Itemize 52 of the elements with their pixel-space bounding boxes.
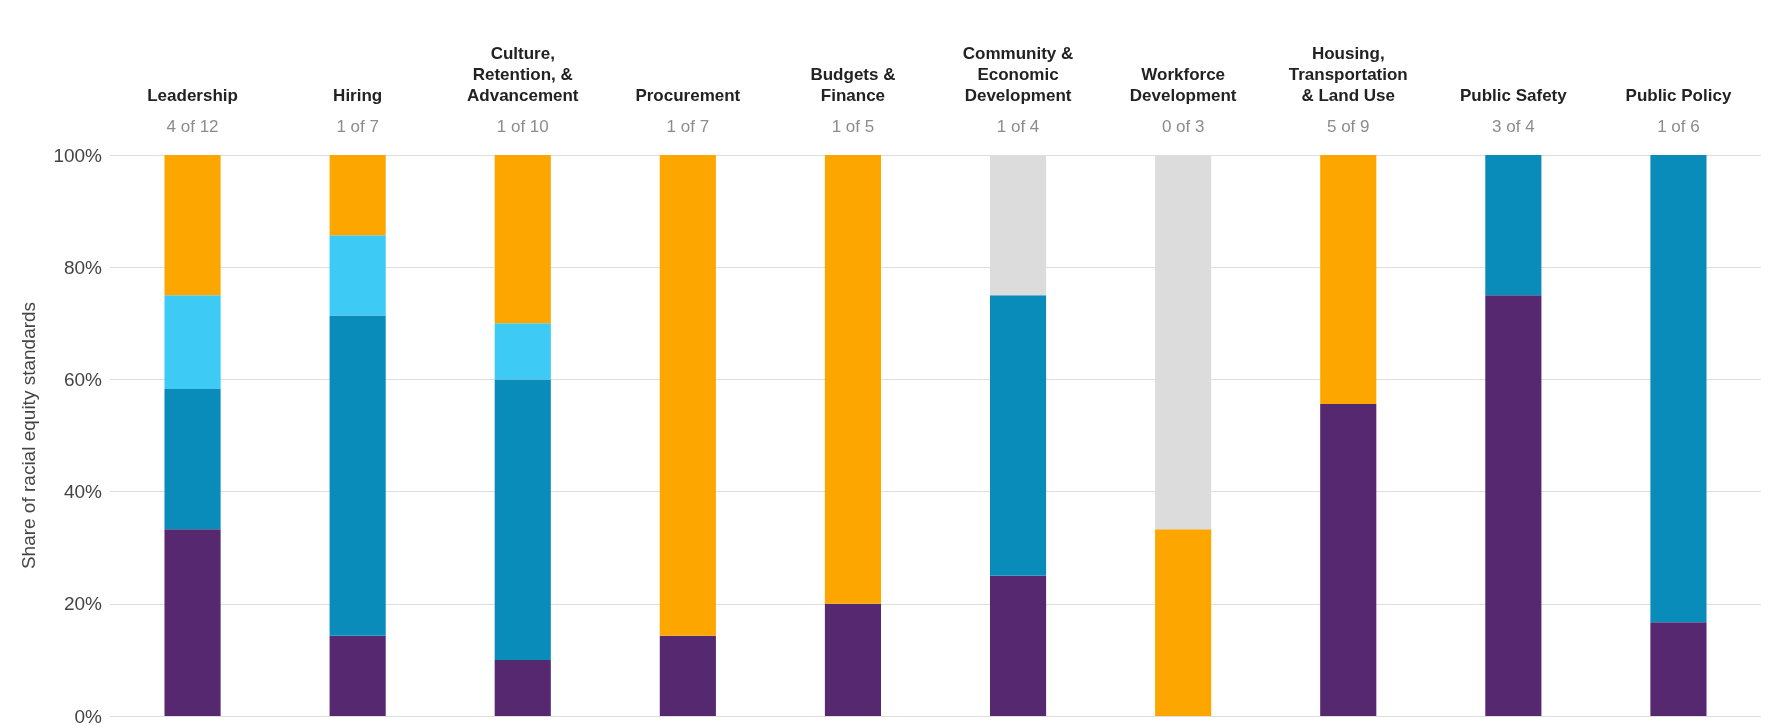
text: 1 of 7 — [666, 117, 710, 136]
bar — [164, 295, 221, 389]
bar — [329, 315, 386, 636]
x-tick-label: Public Safety — [1459, 86, 1568, 105]
x-tick-label: Leadership — [147, 86, 238, 105]
x-tick-label: Community & Economic Development — [962, 44, 1074, 105]
y-tick-label: 40% — [63, 481, 103, 503]
x-tick-label: Workforce Development — [1129, 65, 1237, 105]
text: 1 of 7 — [336, 117, 379, 136]
x-tick-label: Culture, Retention, & Advancement — [467, 44, 579, 105]
y-tick-label: 20% — [63, 593, 103, 615]
bar — [494, 659, 551, 716]
x-tick-label: Public Policy — [1625, 86, 1732, 105]
x-tick-label: Hiring — [333, 86, 383, 105]
text: 3 of 4 — [1492, 117, 1535, 136]
bar — [494, 379, 551, 660]
bar — [164, 388, 221, 530]
bar — [494, 155, 551, 324]
bar — [164, 155, 221, 296]
text: 5 of 9 — [1326, 117, 1370, 136]
y-axis-title: Share of racial equity standards — [18, 301, 39, 570]
bar — [329, 635, 386, 716]
bar — [659, 155, 716, 636]
x-tick-label: Housing, Transportation & Land Use — [1288, 44, 1408, 105]
y-tick-label: 0% — [74, 705, 103, 727]
x-tick-label: Budgets & Finance — [810, 65, 896, 105]
text: 0 of 3 — [1161, 117, 1205, 136]
bar — [329, 155, 386, 236]
bar — [1485, 155, 1542, 296]
bar — [329, 235, 386, 316]
text: 1 of 10 — [496, 117, 549, 136]
bar — [824, 603, 882, 716]
bar — [1650, 622, 1707, 716]
y-tick-label: 60% — [63, 368, 103, 390]
bar — [1650, 155, 1707, 623]
y-tick-label: 100% — [53, 144, 103, 166]
text: 1 of 5 — [831, 117, 875, 136]
bar — [1320, 155, 1377, 405]
bar — [1155, 529, 1212, 716]
y-tick-label: 80% — [63, 256, 103, 278]
bar — [989, 575, 1047, 716]
text: 1 of 4 — [996, 117, 1040, 136]
bar — [494, 323, 551, 380]
bar — [1320, 404, 1377, 716]
bar — [989, 295, 1047, 576]
text: 1 of 6 — [1657, 117, 1700, 136]
bar — [824, 155, 882, 604]
bar — [164, 529, 221, 716]
x-tick-label: Procurement — [635, 86, 741, 105]
bar — [1485, 295, 1542, 716]
bar — [659, 635, 716, 716]
text: 4 of 12 — [166, 117, 219, 136]
